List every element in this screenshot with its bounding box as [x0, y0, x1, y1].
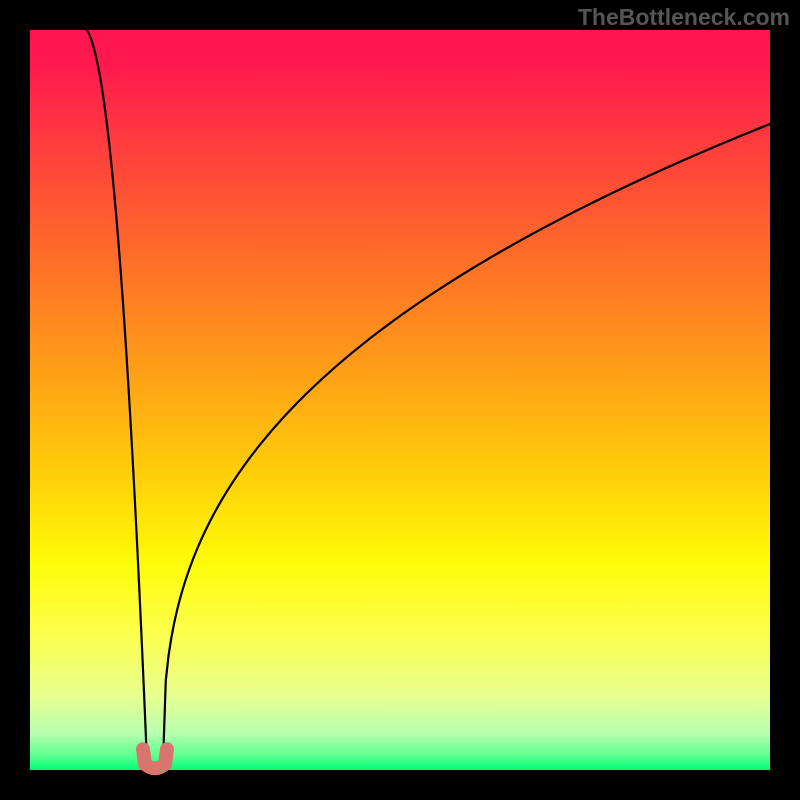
bottleneck-chart [0, 0, 800, 800]
plot-area [30, 30, 770, 770]
watermark-text: TheBottleneck.com [578, 4, 790, 31]
chart-container: TheBottleneck.com [0, 0, 800, 800]
